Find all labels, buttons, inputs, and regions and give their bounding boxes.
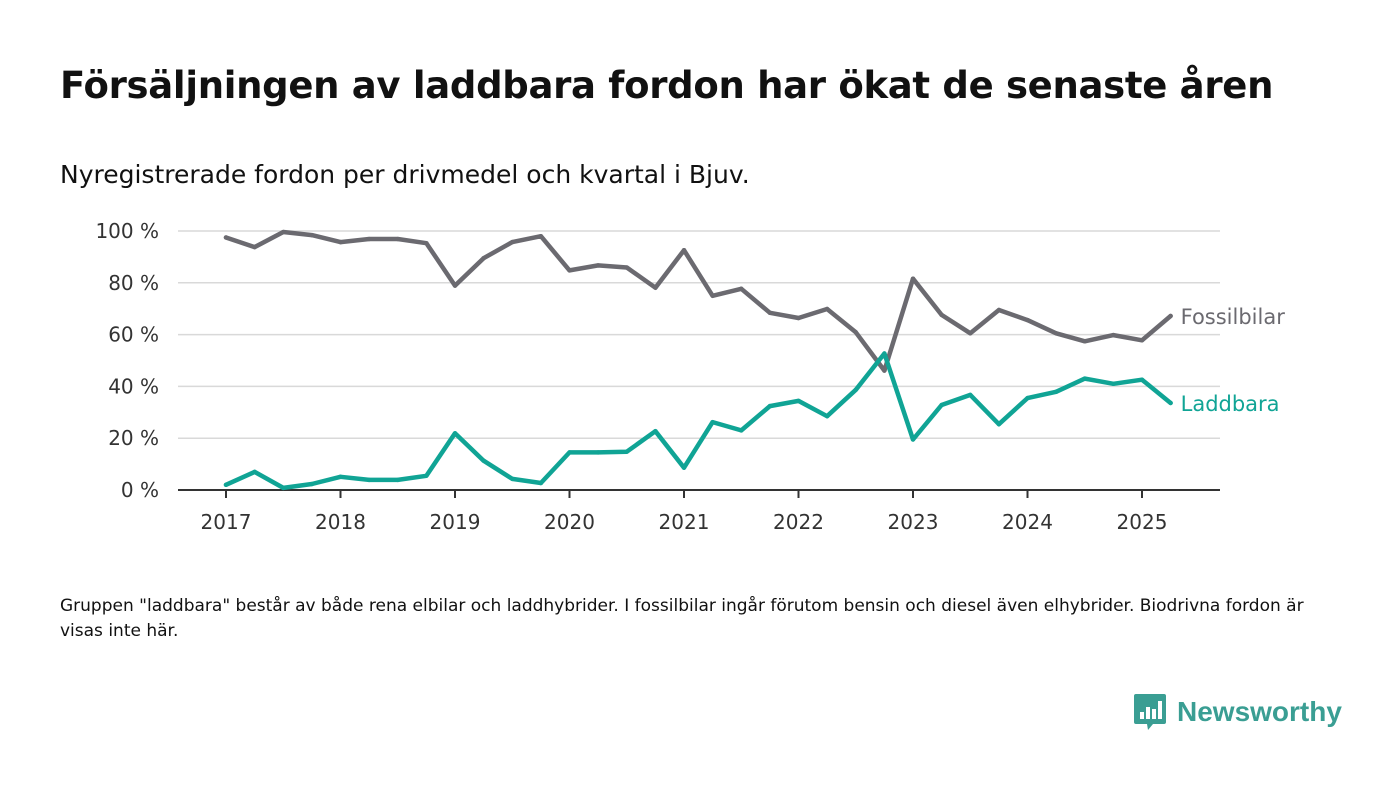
- data-point-fossilbilar: [1025, 317, 1030, 323]
- x-tick-label: 2019: [430, 510, 481, 534]
- data-point-fossilbilar: [1053, 331, 1059, 336]
- data-point-laddbara: [853, 387, 858, 392]
- series-line-fossilbilar: [223, 229, 1173, 373]
- data-point-fossilbilar: [796, 315, 801, 321]
- data-point-laddbara: [338, 474, 343, 479]
- data-point-laddbara: [1111, 381, 1116, 387]
- data-point-laddbara: [481, 458, 486, 463]
- data-point-fossilbilar: [424, 240, 429, 246]
- data-point-laddbara: [309, 481, 315, 487]
- data-point-laddbara: [653, 429, 658, 434]
- series-line-laddbara: [223, 351, 1173, 491]
- data-point-laddbara: [424, 473, 429, 478]
- y-tick-label: 20 %: [108, 426, 159, 450]
- data-point-fossilbilar: [824, 306, 830, 312]
- data-point-fossilbilar: [1082, 339, 1087, 344]
- data-point-fossilbilar: [853, 330, 858, 335]
- gridlines: [178, 230, 1220, 439]
- data-point-laddbara: [996, 422, 1002, 427]
- data-point-fossilbilar: [681, 247, 687, 253]
- data-point-fossilbilar: [510, 239, 515, 245]
- series-label-fossilbilar: Fossilbilar: [1181, 305, 1286, 329]
- chart-subtitle: Nyregistrerade fordon per drivmedel och …: [60, 160, 750, 189]
- data-point-laddbara: [710, 419, 715, 425]
- data-point-fossilbilar: [739, 286, 744, 291]
- data-point-laddbara: [510, 476, 515, 482]
- data-point-laddbara: [252, 469, 257, 475]
- brand-name: Newsworthy: [1177, 696, 1342, 727]
- footnote: Gruppen "laddbara" består av både rena e…: [60, 596, 1304, 641]
- data-point-fossilbilar: [996, 307, 1002, 313]
- data-point-fossilbilar: [309, 232, 315, 238]
- chart-title: Försäljningen av laddbara fordon har öka…: [60, 64, 1274, 107]
- data-point-fossilbilar: [1111, 332, 1116, 338]
- data-point-fossilbilar: [1139, 338, 1145, 343]
- y-tick-label: 0 %: [121, 478, 159, 502]
- data-point-fossilbilar: [567, 268, 572, 273]
- data-point-laddbara: [767, 403, 773, 409]
- data-point-laddbara: [796, 398, 801, 404]
- data-point-laddbara: [366, 477, 372, 483]
- data-point-laddbara: [1025, 395, 1030, 401]
- data-point-laddbara: [1168, 400, 1173, 406]
- x-tick-label: 2023: [888, 510, 939, 534]
- data-point-laddbara: [595, 450, 601, 455]
- y-tick-label: 60 %: [108, 323, 159, 347]
- data-point-laddbara: [1053, 389, 1059, 395]
- data-point-laddbara: [882, 351, 887, 356]
- data-point-laddbara: [824, 413, 830, 419]
- data-point-laddbara: [624, 449, 629, 454]
- series-labels: Fossilbilar Laddbara: [1181, 305, 1286, 416]
- data-point-fossilbilar: [767, 310, 773, 316]
- y-tick-label: 40 %: [108, 374, 159, 398]
- data-point-fossilbilar: [481, 255, 486, 261]
- data-point-laddbara: [739, 428, 744, 433]
- data-point-fossilbilar: [538, 233, 544, 239]
- y-tick-label: 80 %: [108, 271, 159, 295]
- data-point-fossilbilar: [653, 285, 658, 290]
- newsworthy-logo-icon: [1134, 694, 1166, 730]
- data-point-laddbara: [452, 431, 458, 436]
- data-point-laddbara: [910, 437, 916, 442]
- series-label-laddbara: Laddbara: [1181, 392, 1280, 416]
- data-point-fossilbilar: [395, 236, 400, 242]
- data-point-laddbara: [681, 465, 687, 470]
- series-lines: [223, 229, 1173, 491]
- data-point-laddbara: [567, 450, 572, 455]
- data-point-fossilbilar: [882, 368, 887, 373]
- data-point-fossilbilar: [910, 276, 916, 281]
- data-point-laddbara: [1139, 377, 1145, 382]
- x-tick-label: 2024: [1002, 510, 1053, 534]
- axes: 0 % 20 % 40 % 60 % 80 % 100 % 2017 2018 2019 2020…: [95, 219, 1220, 534]
- data-point-fossilbilar: [968, 331, 973, 336]
- data-point-laddbara: [538, 480, 544, 486]
- line-chart: 0 % 20 % 40 % 60 % 80 % 100 % 2017 2018 2019 2020…: [95, 219, 1286, 534]
- x-tick-label: 2020: [544, 510, 595, 534]
- data-point-fossilbilar: [595, 263, 601, 268]
- data-point-fossilbilar: [710, 293, 715, 298]
- data-point-fossilbilar: [366, 236, 372, 242]
- data-point-laddbara: [939, 402, 944, 408]
- data-point-fossilbilar: [939, 312, 944, 318]
- data-point-laddbara: [281, 485, 286, 491]
- data-point-fossilbilar: [452, 283, 458, 288]
- x-tick-label: 2018: [315, 510, 366, 534]
- data-point-fossilbilar: [1168, 313, 1173, 319]
- data-point-laddbara: [395, 477, 400, 483]
- x-tick-label: 2022: [773, 510, 824, 534]
- data-point-fossilbilar: [338, 239, 343, 245]
- x-tick-label: 2025: [1117, 510, 1168, 534]
- data-point-laddbara: [223, 482, 229, 488]
- data-point-fossilbilar: [252, 244, 257, 250]
- data-point-fossilbilar: [624, 265, 629, 270]
- y-tick-label: 100 %: [95, 219, 159, 243]
- data-point-laddbara: [1082, 376, 1087, 381]
- x-tick-label: 2017: [201, 510, 252, 534]
- data-point-laddbara: [968, 392, 973, 398]
- brand-logo[interactable]: Newsworthy: [1133, 692, 1342, 732]
- x-tick-label: 2021: [659, 510, 710, 534]
- data-point-fossilbilar: [223, 235, 229, 240]
- data-point-fossilbilar: [281, 229, 286, 235]
